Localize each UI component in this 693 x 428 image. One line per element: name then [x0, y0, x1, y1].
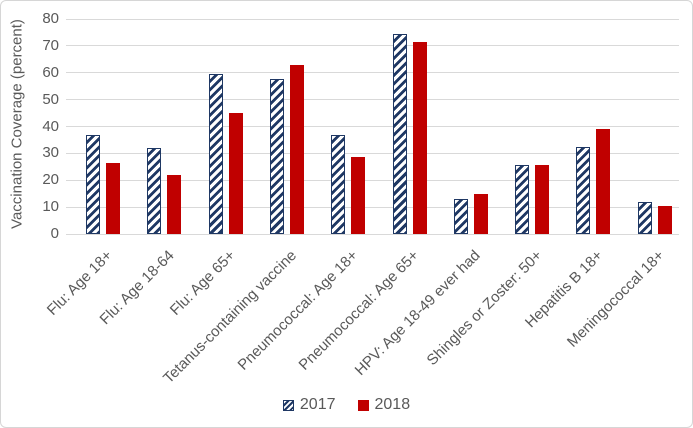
y-tick-label-30: 30 — [42, 144, 59, 162]
bar-2018-category-2 — [167, 174, 182, 234]
bar-2017-category-8 — [515, 165, 530, 234]
y-tick-label-40: 40 — [42, 117, 59, 135]
bar-2018-category-5 — [351, 157, 366, 234]
legend-label-2018: 2018 — [374, 396, 411, 413]
bar-2017-category-2 — [147, 148, 162, 234]
bar-2018-category-6 — [412, 41, 427, 234]
y-tick-label-70: 70 — [42, 36, 59, 54]
bar-2018-category-4 — [289, 64, 304, 234]
y-tick-label-20: 20 — [42, 171, 59, 189]
bar-2018-category-10 — [657, 205, 672, 234]
bar-2017-category-10 — [637, 201, 652, 234]
gridline-30 — [66, 152, 679, 154]
legend-item-2018: 2018 — [357, 396, 411, 414]
y-tick-label-80: 80 — [42, 10, 59, 27]
legend-label-2017: 2017 — [299, 396, 336, 413]
x-category-label: HPV: Age 18-49 ever had — [351, 247, 484, 379]
gridline-50 — [66, 99, 679, 101]
bar-2018-category-1 — [106, 162, 120, 234]
x-category-label: Pneumococcal: Age 65+ — [295, 247, 423, 374]
legend-item-2017: 2017 — [282, 396, 336, 414]
bar-2018-category-7 — [473, 193, 488, 234]
gridline-60 — [66, 72, 679, 74]
bar-2018-category-8 — [535, 165, 550, 234]
bar-2017-category-7 — [453, 199, 468, 234]
y-tick-label-50: 50 — [42, 90, 59, 108]
bar-2018-category-3 — [228, 113, 243, 234]
bar-2017-category-3 — [208, 74, 223, 234]
x-category-label: Pneumococcal: Age 18+ — [234, 247, 362, 374]
gridline-70 — [66, 45, 679, 47]
gridline-10 — [66, 206, 679, 208]
bar-2017-category-5 — [331, 134, 346, 234]
bar-2018-category-9 — [596, 129, 611, 234]
gridline-40 — [66, 126, 679, 127]
y-tick-label-60: 60 — [42, 63, 59, 81]
y-tick-label-0: 0 — [50, 225, 59, 242]
legend: 2017 2018 — [1, 396, 692, 414]
legend-swatch-2017-hatched — [282, 399, 294, 411]
bar-2017-category-9 — [576, 146, 591, 234]
gridline-20 — [66, 179, 679, 181]
x-category-label: Shingles or Zoster: 50+ — [423, 247, 546, 369]
bar-2017-category-4 — [269, 79, 284, 234]
y-tick-label-10: 10 — [42, 198, 59, 216]
gridline-0 — [66, 233, 679, 235]
gridline-80 — [66, 18, 679, 20]
legend-swatch-2018-solid — [357, 399, 369, 411]
bar-2017-category-6 — [392, 33, 407, 234]
bar-2017-category-1 — [86, 134, 100, 234]
